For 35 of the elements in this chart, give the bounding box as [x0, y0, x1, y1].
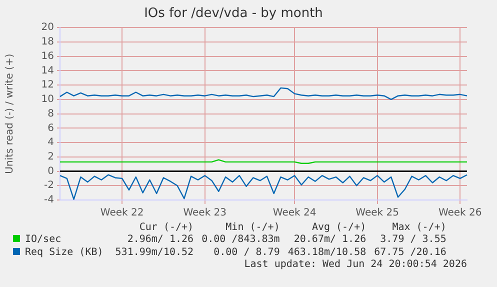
y-tick-label: 12: [41, 80, 54, 91]
text: 531.99m/10.52: [114, 246, 195, 259]
y-tick-label: 14: [41, 65, 54, 76]
y-tick-label: 10: [41, 94, 54, 106]
legend-label: IO/sec: [24, 233, 62, 246]
text: Min (-/+): [224, 222, 281, 233]
y-tick-label: 20: [41, 22, 54, 34]
text: Cur (-/+): [138, 222, 195, 233]
text: 2.96m/ 1.26: [126, 233, 195, 246]
text: 67.75 /20.16: [373, 246, 448, 259]
x-tick-label: Week 24: [272, 208, 316, 219]
y-tick-label: 2: [48, 151, 54, 162]
y-axis-title: Units read (-) / write (+): [4, 54, 16, 174]
text: 3.79 / 3.55: [379, 233, 448, 246]
text: 0.00 /843.83m: [200, 233, 281, 246]
text: Max (-/+): [391, 222, 448, 233]
x-tick-label: Week 22: [100, 208, 144, 219]
y-tick-label: 18: [41, 36, 54, 48]
text: Avg (-/+): [310, 222, 368, 233]
y-tick-label: 8: [48, 108, 54, 120]
y-tick-label: -4: [44, 194, 54, 206]
y-tick-label: 16: [41, 50, 54, 62]
text: 463.18m/10.58: [286, 246, 368, 259]
text: 20.67m/ 1.26: [292, 233, 368, 246]
x-tick-label: Week 23: [183, 208, 227, 219]
text: 0.00 / 8.79: [212, 246, 281, 259]
legend-label: Req Size (KB): [24, 246, 104, 259]
text: Last update: Wed Jun 24 20:00:54 2026: [243, 259, 468, 270]
y-tick-label: -2: [44, 180, 54, 192]
x-tick-label: Week 25: [356, 208, 399, 219]
x-tick-label: Week 26: [438, 208, 482, 219]
y-tick-label: 6: [48, 122, 54, 134]
chart-title: IOs for /dev/vda - by month: [144, 6, 323, 22]
y-tick-label: 0: [48, 166, 54, 177]
y-tick-label: 4: [48, 137, 54, 148]
